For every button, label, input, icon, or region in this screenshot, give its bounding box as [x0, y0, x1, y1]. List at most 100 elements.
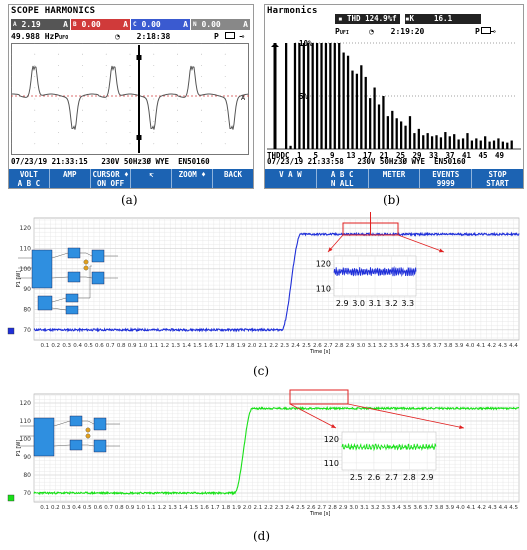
- thd-icon: ▪: [338, 14, 343, 23]
- x-tick-label: 1.1: [147, 505, 156, 511]
- power-trace: [33, 231, 520, 333]
- x-tick-label: 3.0: [349, 505, 358, 511]
- caption-d: (d): [253, 529, 271, 543]
- x-tick-label: 1.9: [237, 343, 246, 349]
- harmonic-bar: [320, 43, 323, 149]
- frequency-value: 49.988 HzP: [11, 32, 60, 41]
- harmonic-bar: [461, 138, 465, 149]
- harmonic-bar: [448, 136, 451, 149]
- harmonic-bar: [315, 43, 319, 149]
- legend-swatch: [7, 327, 15, 335]
- x-tick-label: 3.3: [381, 505, 390, 511]
- x-tick-label: 3.6: [413, 505, 422, 511]
- zoom-arrow: [347, 403, 465, 429]
- status-icons: P ⊸: [475, 27, 496, 36]
- x-tick-label: 4.1: [467, 505, 476, 511]
- x-tick-label: 1.3: [168, 505, 177, 511]
- softkey-3[interactable]: CURSOR ♦ ON OFF: [89, 169, 131, 188]
- harmonic-bar: [475, 138, 478, 149]
- softkey-5[interactable]: ZOOM ♦: [171, 169, 212, 188]
- diagram-sum-node: [85, 427, 91, 433]
- x-tick-label: 3.1: [360, 505, 369, 511]
- simulink-diagram: [18, 247, 118, 315]
- zoom-arrow: [397, 234, 445, 253]
- screen-title: SCOPE HARMONICS: [11, 6, 96, 16]
- selection-arrow-icon: [271, 43, 279, 47]
- softkey-5[interactable]: STOP START: [471, 169, 523, 188]
- diagram-block: [67, 247, 81, 259]
- diagram-block: [37, 295, 53, 311]
- harmonic-bar: [324, 43, 328, 149]
- x-tick-label: 0.8: [115, 505, 124, 511]
- harmonic-bar: [333, 43, 336, 149]
- x-tick-label: 3.0: [357, 343, 366, 349]
- x-tick-label: THDDC: [267, 151, 290, 159]
- y-tick-label: 70: [23, 490, 31, 497]
- x-tick-label: 3.2: [378, 343, 387, 349]
- x-tick-label: 1.0: [139, 343, 148, 349]
- x-tick-label: 2.8: [335, 343, 344, 349]
- scope-plot: A: [11, 43, 249, 155]
- harmonic-bar: [338, 43, 341, 149]
- caption-c: (c): [253, 364, 270, 378]
- x-tick-label: 1.7: [215, 343, 224, 349]
- harmonic-bar: [302, 43, 305, 149]
- harmonic-bar: [307, 43, 310, 149]
- x-tick-label: 2.3: [275, 505, 284, 511]
- diagram-block: [65, 305, 79, 315]
- thd-badge: ▪ THD 124.9%f: [335, 14, 400, 24]
- scope-grid: [11, 43, 226, 145]
- x-tick-label: 0.5: [83, 505, 92, 511]
- softkey-3[interactable]: METER: [367, 169, 420, 188]
- battery-icon: [224, 32, 235, 39]
- x-tick-label: 1.4: [182, 343, 191, 349]
- x-tick-label: 3.9: [455, 343, 464, 349]
- x-tick-label: 1.2: [160, 343, 169, 349]
- harmonic-bar: [386, 116, 389, 149]
- x-tick-label: 17: [363, 151, 372, 159]
- softkey-4[interactable]: EVENTS 9999: [419, 169, 471, 188]
- x-tick-label: 0.2: [51, 505, 60, 511]
- footer-status: 07/23/19 21:33:15 230V 50Hz3Ø WYE EN5016…: [11, 157, 210, 166]
- y-tick-label: 70: [23, 327, 31, 334]
- harmonic-bar: [382, 96, 385, 149]
- softkey-4[interactable]: ↸: [130, 169, 171, 188]
- elapsed-time: 2:18:38: [136, 32, 171, 41]
- y-axis-label: P1 [W]: [16, 271, 22, 288]
- plot-area: [33, 217, 520, 341]
- harmonics-screen: Harmonics ▪ THD 124.9%f ▪K 16.1 PUFI ◔ 2:…: [264, 4, 524, 189]
- diagram-sum-node: [83, 259, 89, 265]
- harmonic-bar: [360, 65, 363, 149]
- x-tick-label: 4.5: [509, 505, 518, 511]
- x-tick-label: 1.0: [136, 505, 145, 511]
- x-tick-label: 45: [479, 151, 488, 159]
- softkey-1[interactable]: VOLT A B C: [17, 170, 41, 188]
- diagram-block: [93, 417, 107, 431]
- x-tick-label: 1.9: [232, 505, 241, 511]
- x-tick-label: 0.6: [94, 505, 103, 511]
- softkey-2[interactable]: AMP: [48, 169, 90, 188]
- cursor-marker-top: [136, 55, 142, 60]
- softkey-1[interactable]: V A W: [279, 170, 302, 179]
- x-tick-label: 3.8: [435, 505, 444, 511]
- x-tick-label: 1.3: [171, 343, 180, 349]
- power-trace: [33, 405, 520, 496]
- x-tick-label: 4.0: [466, 343, 475, 349]
- x-tick-label: 3.4: [400, 343, 409, 349]
- harmonic-bar: [435, 135, 438, 149]
- x-tick-label: 29: [413, 151, 423, 159]
- x-tick-label: 2.6: [307, 505, 316, 511]
- x-tick-label: 33: [429, 151, 439, 159]
- harmonic-bar: [488, 141, 491, 149]
- frequency-readout: 49.988 HzPUFO: [11, 32, 68, 41]
- harmonic-bar: [404, 125, 407, 149]
- harmonic-bar: [373, 87, 376, 149]
- x-tick-label: 3.5: [411, 343, 420, 349]
- x-tick-label: 4.4: [509, 343, 518, 349]
- softkey-6[interactable]: BACK: [212, 169, 253, 188]
- battery-icon: [480, 27, 491, 34]
- timer-icon: ◔: [115, 32, 120, 41]
- x-axis-label: Time [s]: [309, 349, 330, 355]
